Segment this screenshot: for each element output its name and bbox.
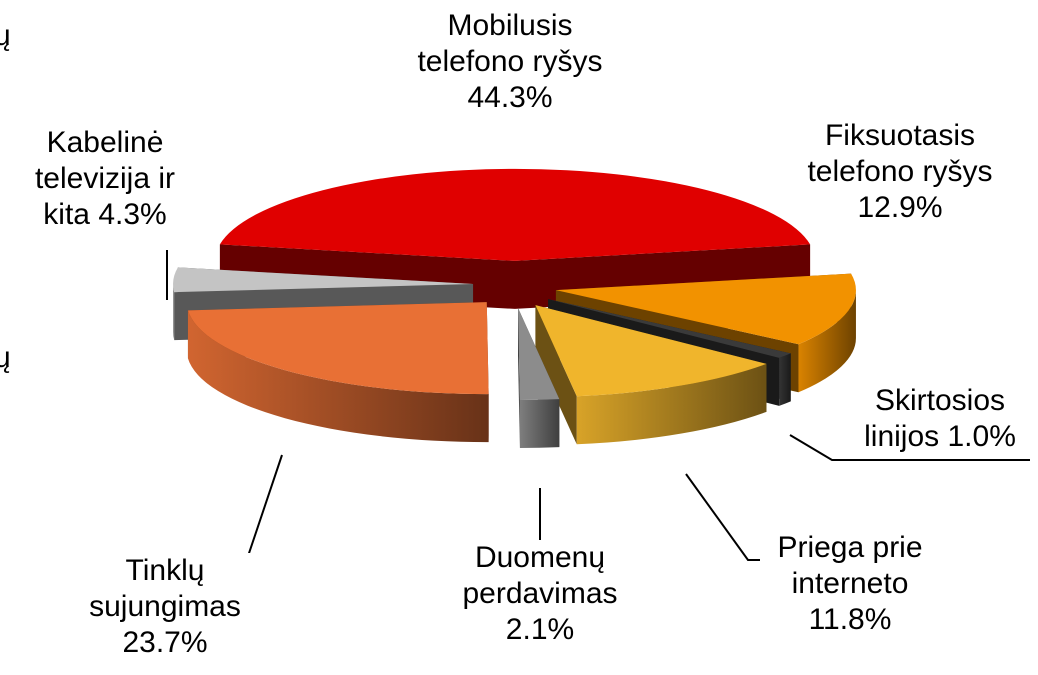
slice-side [173, 283, 175, 341]
slice [535, 305, 767, 397]
slice [187, 302, 489, 395]
label-value: 1.0% [947, 420, 1016, 453]
leader-line [685, 473, 760, 561]
slice-wall [518, 308, 520, 449]
label-name: Skirtosios linijos [864, 384, 1006, 453]
slice [187, 302, 489, 443]
clipped-text: ų [0, 341, 11, 374]
leader-line [789, 434, 1030, 461]
slice-side [519, 399, 560, 449]
slice [173, 267, 474, 293]
data-label: Fiksuotasis telefono ryšys 12.9% [800, 118, 1000, 226]
data-label: Duomenų perdavimas 2.1% [440, 540, 640, 648]
data-label: Mobilusis telefono ryšys 44.3% [415, 8, 605, 116]
slice [518, 308, 560, 449]
slice [219, 168, 811, 261]
slice-side [576, 363, 767, 445]
slice [518, 308, 560, 401]
slice [555, 273, 856, 345]
data-label: Skirtosios linijos 1.0% [840, 383, 1038, 455]
label-name: Kabelinė televizija ir kita [34, 126, 176, 231]
slice-side [779, 353, 791, 406]
data-label: Priega prie interneto 11.8% [760, 530, 940, 638]
slice [548, 299, 791, 358]
data-label: Tinklų sujungimas 23.7% [65, 553, 265, 661]
clipped-text: ų [0, 19, 11, 52]
label-value: 2.1% [505, 613, 575, 646]
label-value: 11.8% [808, 603, 892, 636]
label-value: 44.3% [467, 81, 553, 114]
label-name: Fiksuotasis telefono ryšys [807, 119, 993, 188]
slice [535, 305, 767, 445]
label-name: Duomenų perdavimas [462, 541, 618, 610]
label-name: Priega prie interneto [777, 531, 923, 600]
label-value: 23.7% [122, 626, 208, 659]
label-name: Mobilusis telefono ryšys [417, 9, 603, 78]
slice-wall [535, 305, 577, 445]
data-label: Kabelinė televizija ir kita 4.3% [15, 125, 195, 233]
slice-side [187, 310, 489, 443]
label-value: 12.9% [857, 191, 943, 224]
label-name: Tinklų sujungimas [89, 554, 241, 623]
slice-side [798, 290, 856, 393]
label-value: 4.3% [98, 198, 167, 231]
